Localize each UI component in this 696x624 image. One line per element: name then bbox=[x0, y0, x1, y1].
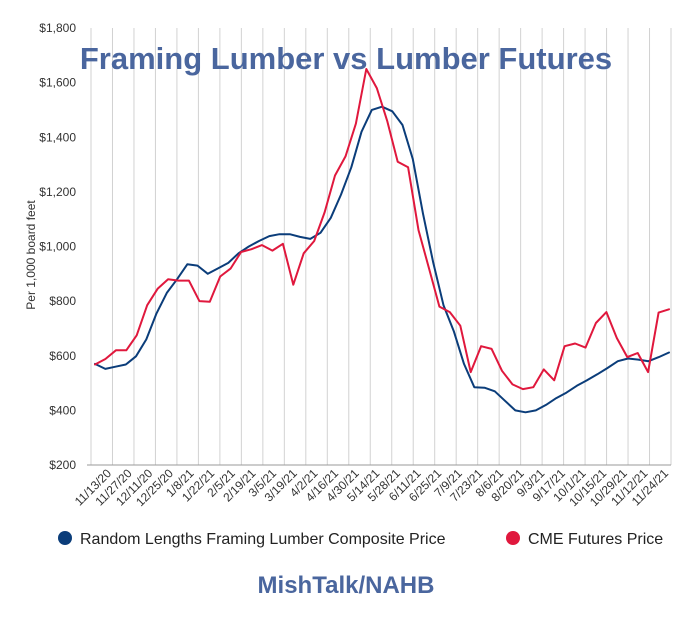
y-tick-label: $600 bbox=[49, 349, 76, 363]
legend-label-composite: Random Lengths Framing Lumber Composite … bbox=[80, 531, 446, 548]
legend-marker-composite bbox=[58, 531, 72, 545]
y-tick-label: $400 bbox=[49, 403, 76, 417]
y-tick-label: $800 bbox=[49, 294, 76, 308]
grid-lines bbox=[87, 28, 672, 466]
y-axis-label: Per 1,000 board feet bbox=[24, 200, 38, 310]
y-tick-label: $1,600 bbox=[39, 76, 76, 90]
source-label: MishTalk/NAHB bbox=[258, 572, 435, 599]
chart-title: Framing Lumber vs Lumber Futures bbox=[80, 41, 612, 76]
series-lines bbox=[94, 68, 670, 414]
y-tick-label: $1,000 bbox=[39, 240, 76, 254]
x-axis-ticks: 11/13/2011/27/2012/11/2012/25/201/8/211/… bbox=[72, 466, 672, 509]
y-tick-label: $200 bbox=[49, 458, 76, 472]
y-tick-label: $1,200 bbox=[39, 185, 76, 199]
series-line-composite bbox=[94, 105, 670, 414]
series-line-futures bbox=[94, 68, 670, 391]
y-axis-ticks: $200 $400 $600 $800 $1,000 $1,200 $1,400 $1,600… bbox=[39, 21, 76, 472]
y-tick-label: $1,800 bbox=[39, 21, 76, 35]
legend-marker-futures bbox=[506, 531, 520, 545]
y-tick-label: $1,400 bbox=[39, 130, 76, 144]
legend-label-futures: CME Futures Price bbox=[528, 531, 663, 548]
